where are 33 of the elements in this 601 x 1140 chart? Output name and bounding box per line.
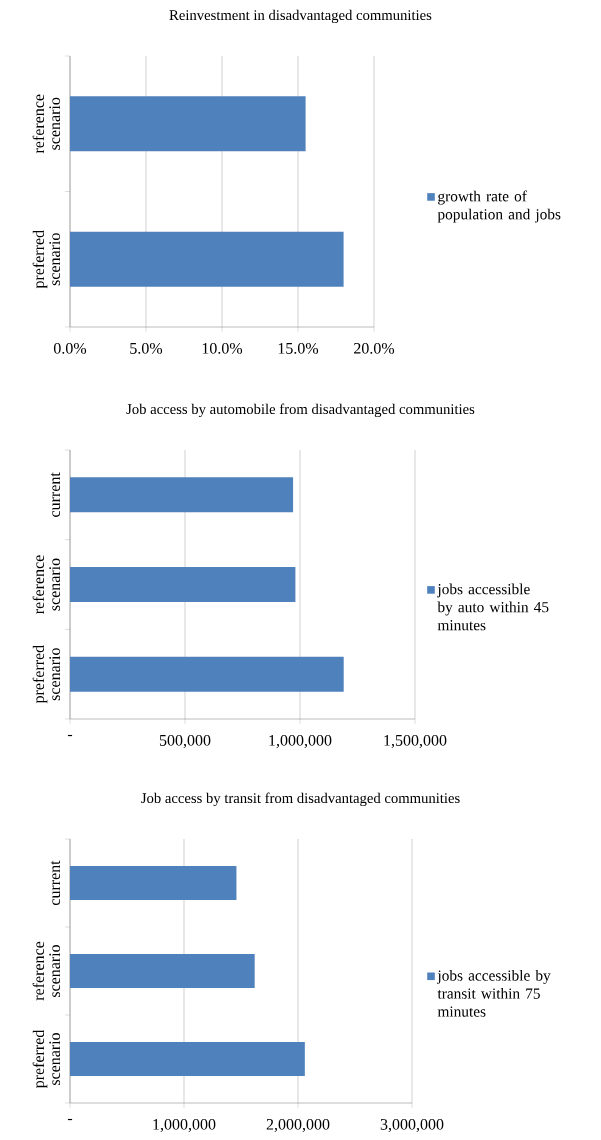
bar [70,1042,305,1077]
x-tick-label: 1,500,000 [384,734,447,749]
bar [70,567,296,603]
y-tick-label: current [50,860,61,906]
legend-label: growth rate of population and jobs [437,190,561,223]
x-tick-label: 15.0% [278,342,319,354]
y-tick-label: reference scenario [32,94,61,154]
chart-title: Job access by automobile from disadvantaged communities [126,403,475,418]
x-tick-label: 5.0% [130,342,163,354]
y-tick-label: preferred scenario [32,230,61,289]
bar [70,656,344,692]
x-tick-label: - [67,734,73,737]
x-tick-label: 500,000 [159,734,211,749]
y-tick-label: preferred scenario [32,645,61,704]
y-tick-label: current [50,472,61,517]
y-tick-label: reference scenario [32,941,61,1001]
legend-label: jobs accessible by auto within 45 minutes [437,583,549,631]
bar [70,954,255,989]
y-tick-label: reference scenario [32,555,61,614]
legend-label: jobs accessible by transit within 75 minutes [437,969,551,1017]
bar [70,477,294,513]
x-tick-label: 1,000,000 [153,1118,216,1133]
y-tick-label: preferred scenario [32,1029,61,1089]
x-tick-label: 2,000,000 [266,1118,330,1133]
x-tick-label: 0.0% [53,342,87,354]
x-tick-label: - [67,1118,73,1121]
x-tick-label: 3,000,000 [380,1118,444,1133]
x-tick-label: 20.0% [354,342,395,354]
chart-title: Reinvestment in disadvantaged communities [169,9,432,24]
bar [70,866,237,901]
x-tick-label: 10.0% [202,342,243,354]
chart-title: Job access by transit from disadvantaged communities [141,792,460,807]
x-tick-label: 1,000,000 [269,734,332,749]
